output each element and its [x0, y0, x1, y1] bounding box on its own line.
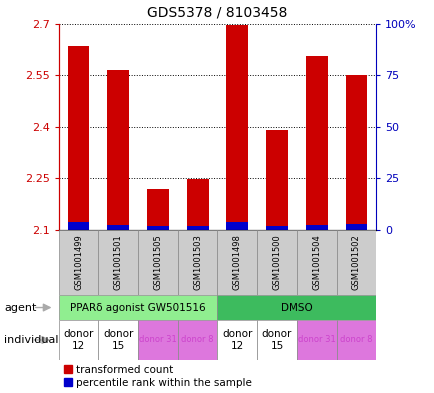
Text: GSM1001498: GSM1001498	[232, 234, 241, 290]
Bar	[266, 226, 287, 230]
Bar	[226, 25, 248, 230]
Text: GSM1001505: GSM1001505	[153, 235, 162, 290]
Text: donor
12: donor 12	[222, 329, 252, 351]
Bar	[266, 130, 287, 230]
Legend: transformed count, percentile rank within the sample: transformed count, percentile rank withi…	[64, 365, 252, 388]
Text: GSM1001503: GSM1001503	[193, 234, 202, 290]
Bar	[256, 230, 296, 295]
Bar	[68, 46, 89, 230]
Bar	[178, 320, 217, 360]
Text: donor
15: donor 15	[103, 329, 133, 351]
Bar	[59, 230, 98, 295]
Bar	[59, 320, 98, 360]
Bar	[59, 295, 217, 320]
Bar	[186, 226, 208, 230]
Text: GSM1001501: GSM1001501	[114, 235, 122, 290]
Text: donor 31: donor 31	[139, 336, 177, 344]
Bar	[217, 320, 256, 360]
Text: individual: individual	[4, 335, 59, 345]
Bar	[98, 230, 138, 295]
Bar	[305, 56, 327, 230]
Bar	[217, 230, 256, 295]
Bar	[296, 230, 336, 295]
Bar	[217, 295, 375, 320]
Text: donor 31: donor 31	[297, 336, 335, 344]
Title: GDS5378 / 8103458: GDS5378 / 8103458	[147, 6, 287, 20]
Text: GSM1001504: GSM1001504	[312, 235, 320, 290]
Bar	[336, 320, 375, 360]
Bar	[296, 320, 336, 360]
Text: GSM1001500: GSM1001500	[272, 235, 281, 290]
Bar	[178, 230, 217, 295]
Text: agent: agent	[4, 303, 36, 312]
Bar	[186, 179, 208, 230]
Bar	[138, 320, 178, 360]
Bar	[107, 70, 129, 230]
Text: GSM1001499: GSM1001499	[74, 235, 83, 290]
Bar	[107, 225, 129, 230]
Text: donor
15: donor 15	[261, 329, 292, 351]
Text: DMSO: DMSO	[280, 303, 312, 312]
Text: PPARδ agonist GW501516: PPARδ agonist GW501516	[70, 303, 205, 312]
Bar	[138, 230, 178, 295]
Bar	[336, 230, 375, 295]
Bar	[147, 189, 168, 230]
Bar	[147, 226, 168, 230]
Text: donor 8: donor 8	[181, 336, 214, 344]
Text: donor
12: donor 12	[63, 329, 94, 351]
Bar	[256, 320, 296, 360]
Bar	[305, 225, 327, 230]
Bar	[345, 75, 366, 230]
Bar	[98, 320, 138, 360]
Bar	[68, 222, 89, 230]
Bar	[226, 222, 248, 230]
Bar	[345, 224, 366, 230]
Text: GSM1001502: GSM1001502	[351, 235, 360, 290]
Text: donor 8: donor 8	[339, 336, 372, 344]
